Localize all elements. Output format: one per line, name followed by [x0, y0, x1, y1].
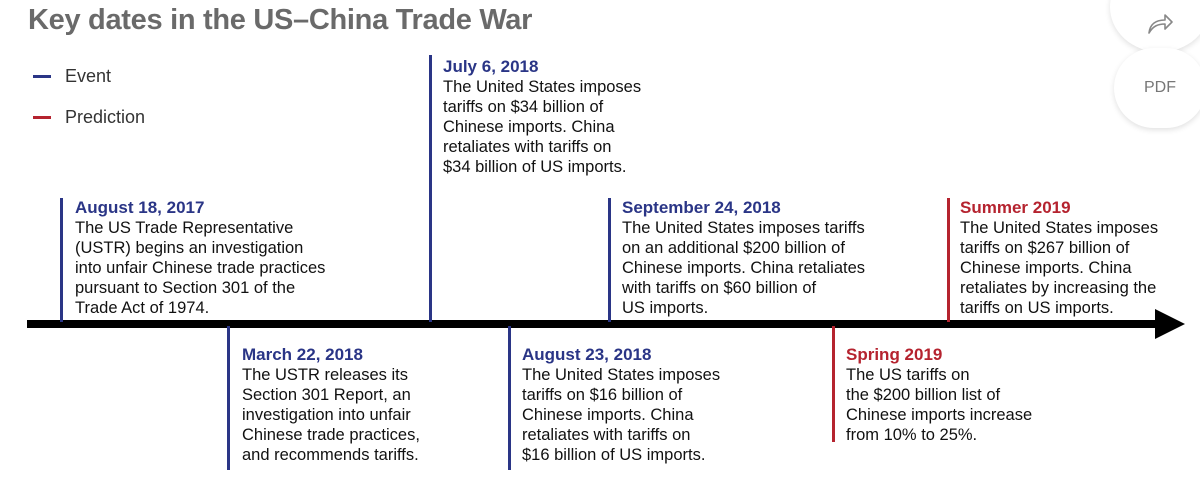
event-description: The USTR releases its Section 301 Report… [242, 366, 420, 464]
event-date: August 18, 2017 [75, 198, 205, 217]
event-marker-line [608, 198, 611, 322]
event-card: August 18, 2017 The US Trade Representat… [75, 198, 325, 318]
prediction-marker-line [832, 326, 835, 442]
legend-swatch-prediction [33, 116, 51, 119]
event-date: September 24, 2018 [622, 198, 781, 217]
event-description: The United States imposes tariffs on $34… [443, 78, 642, 176]
event-marker-line [429, 55, 432, 322]
event-date: August 23, 2018 [522, 345, 652, 364]
timeline-axis [27, 320, 1159, 328]
event-card: July 6, 2018 The United States imposes t… [443, 57, 641, 177]
prediction-marker-line [947, 198, 950, 322]
prediction-date: Spring 2019 [846, 345, 943, 364]
event-card: March 22, 2018 The USTR releases its Sec… [242, 345, 420, 465]
event-marker-line [60, 198, 63, 322]
event-marker-line [508, 326, 511, 470]
timeline-arrowhead [1155, 309, 1185, 339]
event-marker-line [227, 326, 230, 470]
event-description: The United States imposes tariffs on $16… [522, 366, 721, 464]
legend-item-event: Event [33, 66, 111, 87]
prediction-card: Spring 2019 The US tariffs on the $200 b… [846, 345, 1032, 445]
share-button[interactable] [1110, 0, 1200, 52]
prediction-description: The US tariffs on the $200 billion list … [846, 366, 1033, 444]
event-description: The US Trade Representative (USTR) begin… [75, 219, 326, 317]
prediction-description: The United States imposes tariffs on $26… [960, 219, 1159, 317]
event-date: March 22, 2018 [242, 345, 363, 364]
legend-swatch-event [33, 75, 51, 78]
event-card: August 23, 2018 The United States impose… [522, 345, 720, 465]
legend-label-prediction: Prediction [65, 107, 146, 127]
legend-label-event: Event [65, 66, 112, 86]
pdf-button[interactable]: PDF [1114, 48, 1200, 128]
page-title: Key dates in the US–China Trade War [28, 4, 533, 36]
prediction-card: Summer 2019 The United States imposes ta… [960, 198, 1158, 318]
prediction-date: Summer 2019 [960, 198, 1071, 217]
event-date: July 6, 2018 [443, 57, 539, 76]
share-arrow-icon [1148, 14, 1173, 34]
legend-item-prediction: Prediction [33, 107, 145, 128]
event-card: September 24, 2018 The United States imp… [622, 198, 865, 318]
pdf-label: PDF [1144, 79, 1176, 96]
event-description: The United States imposes tariffs on an … [622, 219, 866, 317]
